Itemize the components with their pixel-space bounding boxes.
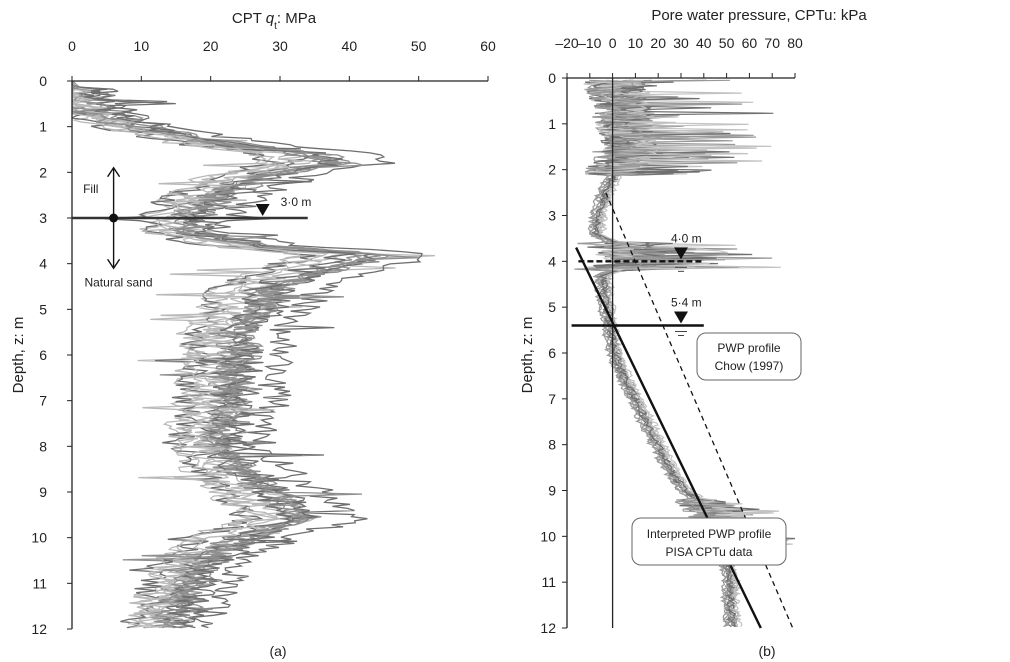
pisa-callout-box: [631, 517, 787, 566]
chart-a-y-tick-label: 3: [39, 210, 47, 226]
arrow-down-icon: [107, 258, 121, 270]
chart-b-x-tick-label: 70: [764, 35, 780, 51]
water-table-marker-1: [674, 247, 688, 260]
chart-b-x-tick-label: 20: [650, 35, 666, 51]
chart-a-annotations: 3·0 m Fill Natural sand: [72, 166, 312, 290]
chart-a-y-tick-label: 2: [39, 164, 47, 180]
chart-a-y-tick-label: 7: [39, 393, 47, 409]
panel-a-label: (a): [269, 643, 286, 659]
cpt-profile-11: [72, 81, 392, 629]
chart-b-y-tick-label: 9: [548, 483, 556, 499]
cpt-profile-10: [72, 81, 304, 629]
panel-b-label: (b): [758, 643, 775, 659]
chart-panel-a: CPT qt: MPa Depth, z: m (a) 0 10 20 30 40 50 6…: [10, 10, 496, 659]
chart-b-x-tick-label: –20: [555, 35, 579, 51]
chart-b-y-tick-label: 12: [540, 620, 556, 636]
chow-pwp-line: [605, 192, 794, 629]
pisa-callout-line-2: PISA CPTu data: [666, 545, 753, 559]
chart-b-ylabel: Depth, z: m: [519, 317, 536, 394]
chart-panel-b: Pore water pressure, CPTu: kPa Depth, z:…: [519, 7, 867, 659]
chow-callout-line-2: Chow (1997): [715, 359, 784, 373]
chart-a-y-tick-label: 4: [39, 256, 47, 272]
chart-a-x-tick-label: 10: [134, 38, 150, 54]
chart-a-y-tick-label: 10: [31, 530, 47, 546]
pisa-pwp-line: [575, 247, 762, 629]
cpt-profile-14: [72, 81, 419, 629]
chart-a-x-tick-label: 50: [411, 38, 427, 54]
chart-a-x-tick-label: 60: [480, 38, 496, 54]
chart-b-y-tick-label: 2: [548, 162, 556, 178]
chart-b-y-tick-label: 8: [548, 437, 556, 453]
chart-a-y-tick-label: 5: [39, 301, 47, 317]
chart-b-y-tick-label: 1: [548, 116, 556, 132]
chart-b-y-tick-label: 3: [548, 208, 556, 224]
chart-a-x-tick-label: 30: [272, 38, 288, 54]
chart-a-y-tick-label: 1: [39, 119, 47, 135]
chart-b-x-tick-label: 40: [696, 35, 712, 51]
chart-b-x-tick-label: 0: [609, 35, 617, 51]
chart-b-x-tick-label: 10: [628, 35, 644, 51]
chart-b-y-tick-label: 5: [548, 299, 556, 315]
chow-callout-line-1: PWP profile: [717, 341, 780, 355]
water-table-label-2: 5·4 m: [671, 296, 702, 310]
chart-b-y-tick-label: 6: [548, 345, 556, 361]
chart-a-series-group: [72, 81, 435, 629]
chart-b-y-tick-label: 10: [540, 528, 556, 544]
chart-a-x-tick-label: 20: [203, 38, 219, 54]
chart-b-x-tick-label: 60: [742, 35, 758, 51]
chart-b-y-tick-label: 4: [548, 253, 556, 269]
cpt-profile-13: [72, 81, 330, 629]
chart-b-title: Pore water pressure, CPTu: kPa: [651, 7, 867, 24]
cpt-profile-7: [72, 81, 349, 629]
chart-b-y-tick-label: 7: [548, 391, 556, 407]
chart-a-x-tick-label: 0: [68, 38, 76, 54]
chart-a-y-tick-label: 11: [32, 575, 47, 591]
water-table-label-1: 4·0 m: [671, 231, 702, 245]
chart-a-y-tick-label: 0: [39, 73, 47, 89]
fill-label: Fill: [83, 182, 98, 196]
cpt-profile-3: [72, 81, 423, 629]
water-table-label: 3·0 m: [281, 195, 312, 209]
chart-a-title: CPT qt: MPa: [232, 10, 317, 32]
chart-b-y-tick-label: 11: [541, 574, 556, 590]
pisa-callout-line-1: Interpreted PWP profile: [647, 527, 772, 541]
chart-a-y-tick-label: 6: [39, 347, 47, 363]
chart-a-ylabel: Depth, z: m: [10, 317, 27, 394]
chart-a-y-tick-label: 9: [39, 484, 47, 500]
natural-sand-label: Natural sand: [84, 276, 152, 290]
water-table-marker: [255, 204, 270, 216]
chart-b-x-tick-label: 50: [719, 35, 735, 51]
chart-a-y-tick-label: 8: [39, 438, 47, 454]
chart-a-x-tick-label: 40: [342, 38, 358, 54]
chart-b-x-tick-label: 30: [673, 35, 689, 51]
chart-a-y-tick-label: 12: [31, 621, 47, 637]
arrow-up-icon: [107, 166, 121, 178]
chart-b-x-tick-label: –10: [578, 35, 602, 51]
chart-b-x-tick-label: 80: [787, 35, 803, 51]
chow-callout-box: [696, 332, 802, 381]
chart-b-y-tick-label: 0: [548, 70, 556, 86]
chart-b-annotations: 4·0 m 5·4 m PWP profile Chow (1997) Interpre…: [571, 192, 802, 629]
water-table-marker-2: [674, 311, 688, 324]
